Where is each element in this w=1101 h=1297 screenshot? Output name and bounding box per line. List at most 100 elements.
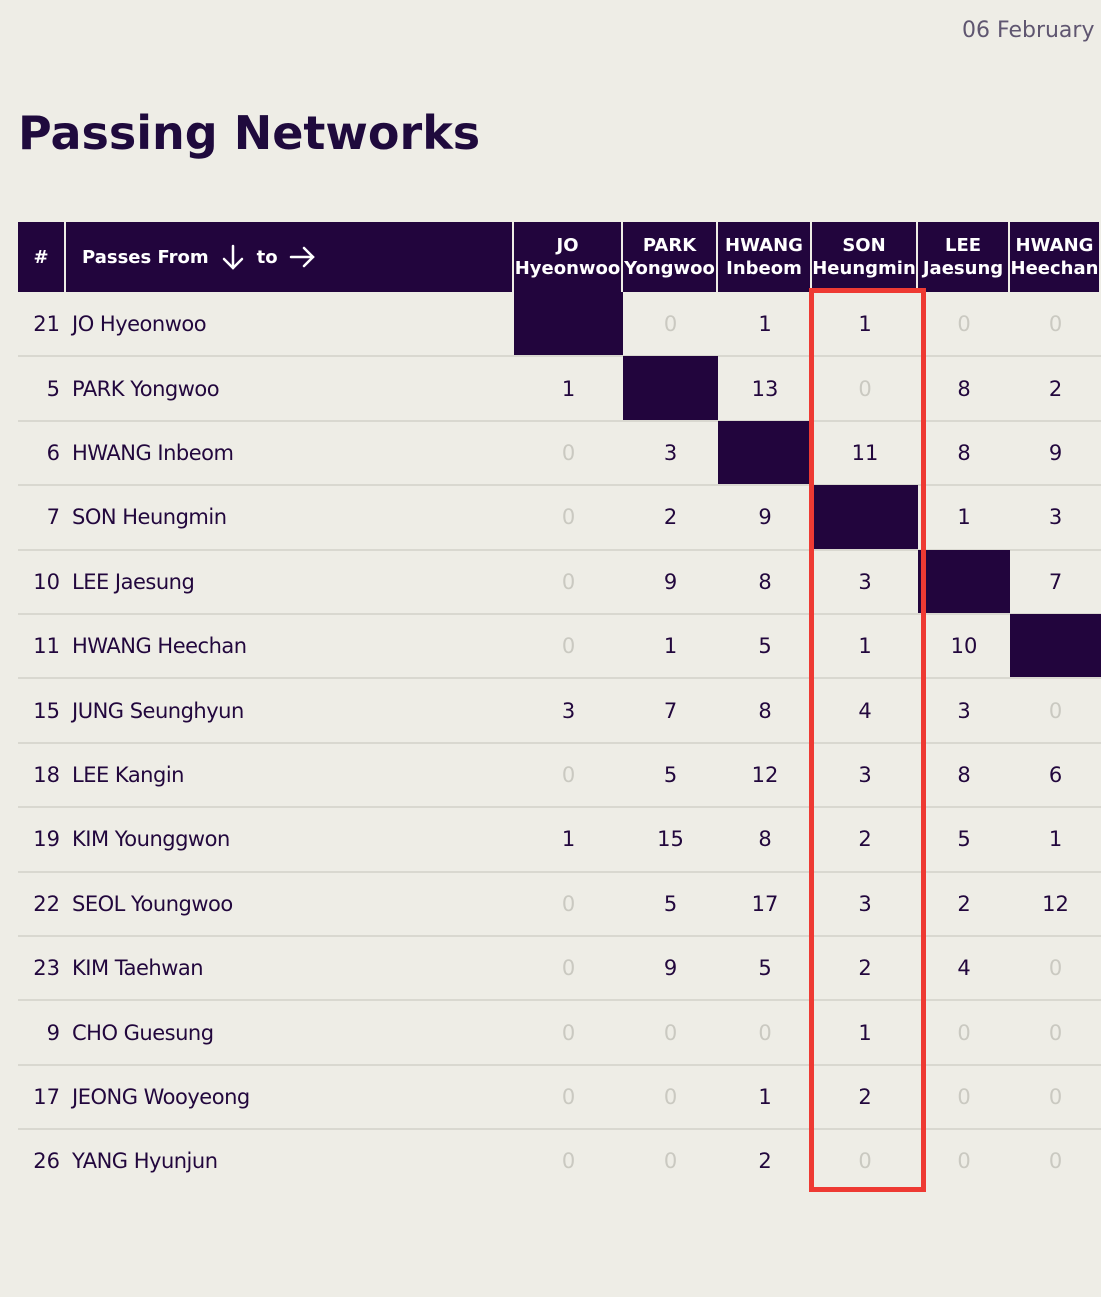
column-header: JO Hyeonwoo <box>514 222 623 292</box>
column-header: HWANG Heechan <box>1010 222 1101 292</box>
player-name: LEE Kangin <box>72 762 184 787</box>
pass-count: 0 <box>1048 1020 1063 1045</box>
pass-count: 13 <box>751 376 779 401</box>
pass-count: 1 <box>758 1084 772 1109</box>
pass-count: 0 <box>1048 312 1063 337</box>
column-header-line: Heungmin <box>812 258 916 279</box>
self-cell <box>918 549 1010 614</box>
column-header: LEE Jaesung <box>918 222 1010 292</box>
player-name: KIM Younggwon <box>72 827 230 852</box>
self-cell <box>1010 614 1101 679</box>
pass-count: 3 <box>561 698 576 723</box>
pass-count: 5 <box>663 891 678 916</box>
pass-count: 12 <box>751 762 779 787</box>
pass-count: 2 <box>1048 376 1063 401</box>
pass-count: 0 <box>663 1084 678 1109</box>
pass-count: 1 <box>858 312 872 337</box>
pass-count: 0 <box>957 1149 971 1174</box>
pass-count: 0 <box>957 312 971 337</box>
pass-count: 0 <box>663 1149 678 1174</box>
player-number: 15 <box>33 698 60 723</box>
player-number: 18 <box>33 762 60 787</box>
column-header-line: HWANG <box>725 235 803 256</box>
pass-count: 0 <box>561 1084 576 1109</box>
pass-count: 5 <box>957 827 971 852</box>
pass-count: 0 <box>957 1020 971 1045</box>
player-name: JUNG Seunghyun <box>72 698 244 723</box>
pass-count: 0 <box>561 891 576 916</box>
pass-count: 0 <box>957 1084 971 1109</box>
player-number: 22 <box>33 891 60 916</box>
from-label: Passes From <box>82 246 209 268</box>
row-separator <box>18 355 1101 358</box>
row-separator <box>18 484 1101 487</box>
pass-count: 11 <box>851 440 879 465</box>
self-cell <box>514 292 623 357</box>
row-separator <box>18 548 1101 551</box>
column-header-line: Yongwoo <box>624 258 715 279</box>
pass-count: 0 <box>561 440 576 465</box>
pass-count: 0 <box>561 1149 576 1174</box>
column-header-line: HWANG <box>1015 235 1094 256</box>
player-number: 17 <box>33 1084 60 1109</box>
pass-count: 15 <box>657 827 684 852</box>
pass-count: 9 <box>663 956 678 981</box>
pass-count: 4 <box>858 698 872 723</box>
pass-count: 3 <box>663 440 678 465</box>
column-header-line: JO <box>556 235 579 256</box>
player-number: 6 <box>46 440 60 465</box>
pass-count: 0 <box>1048 1149 1063 1174</box>
pass-count: 4 <box>957 956 971 981</box>
number-header: # <box>18 222 66 292</box>
arrow-icon <box>222 244 243 270</box>
arrow-icon <box>289 246 315 268</box>
player-name: JEONG Wooyeong <box>72 1084 250 1109</box>
pass-count: 12 <box>1042 891 1069 916</box>
player-number: 5 <box>46 376 60 401</box>
passes-header: Passes From to <box>66 222 514 292</box>
self-cell <box>718 420 812 486</box>
self-cell <box>812 485 918 550</box>
pass-count: 1 <box>561 827 576 852</box>
row-separator <box>18 806 1101 809</box>
player-number: 7 <box>46 505 60 530</box>
pass-count: 8 <box>957 440 971 465</box>
player-name: CHO Guesung <box>72 1020 214 1045</box>
pass-count: 3 <box>957 698 971 723</box>
column-header-line: Heechan <box>1010 258 1099 279</box>
pass-count: 0 <box>561 762 576 787</box>
player-name: KIM Taehwan <box>72 956 204 981</box>
pass-count: 0 <box>858 376 872 401</box>
row-separator <box>18 1128 1101 1131</box>
row-separator <box>18 870 1101 873</box>
pass-count: 8 <box>957 376 971 401</box>
pass-count: 0 <box>561 1020 576 1045</box>
page-title: Passing Networks <box>18 106 481 160</box>
column-header-line: Jaesung <box>922 258 1004 279</box>
player-number: 21 <box>33 312 60 337</box>
self-cell <box>623 356 718 421</box>
row-separator <box>18 419 1101 422</box>
pass-count: 0 <box>1048 956 1063 981</box>
pass-count: 0 <box>561 956 576 981</box>
pass-count: 2 <box>858 956 872 981</box>
pass-count: 9 <box>1048 440 1063 465</box>
player-name: HWANG Inbeom <box>72 440 234 465</box>
pass-count: 2 <box>663 505 678 530</box>
pass-count: 7 <box>1048 569 1063 594</box>
pass-count: 3 <box>1048 505 1063 530</box>
player-name: YANG Hyunjun <box>72 1149 218 1174</box>
pass-count: 3 <box>858 891 872 916</box>
pass-count: 17 <box>751 891 779 916</box>
row-separator <box>18 613 1101 615</box>
date: 06 February <box>962 18 1095 43</box>
player-number: 9 <box>46 1020 60 1045</box>
pass-count: 8 <box>957 762 971 787</box>
player-number: 11 <box>33 634 60 659</box>
pass-count: 0 <box>561 634 576 659</box>
column-header: SON Heungmin <box>812 222 918 292</box>
pass-count: 1 <box>858 1020 872 1045</box>
player-number: 26 <box>33 1149 60 1174</box>
player-name: JO Hyeonwoo <box>72 312 207 337</box>
player-name: SON Heungmin <box>72 505 227 530</box>
